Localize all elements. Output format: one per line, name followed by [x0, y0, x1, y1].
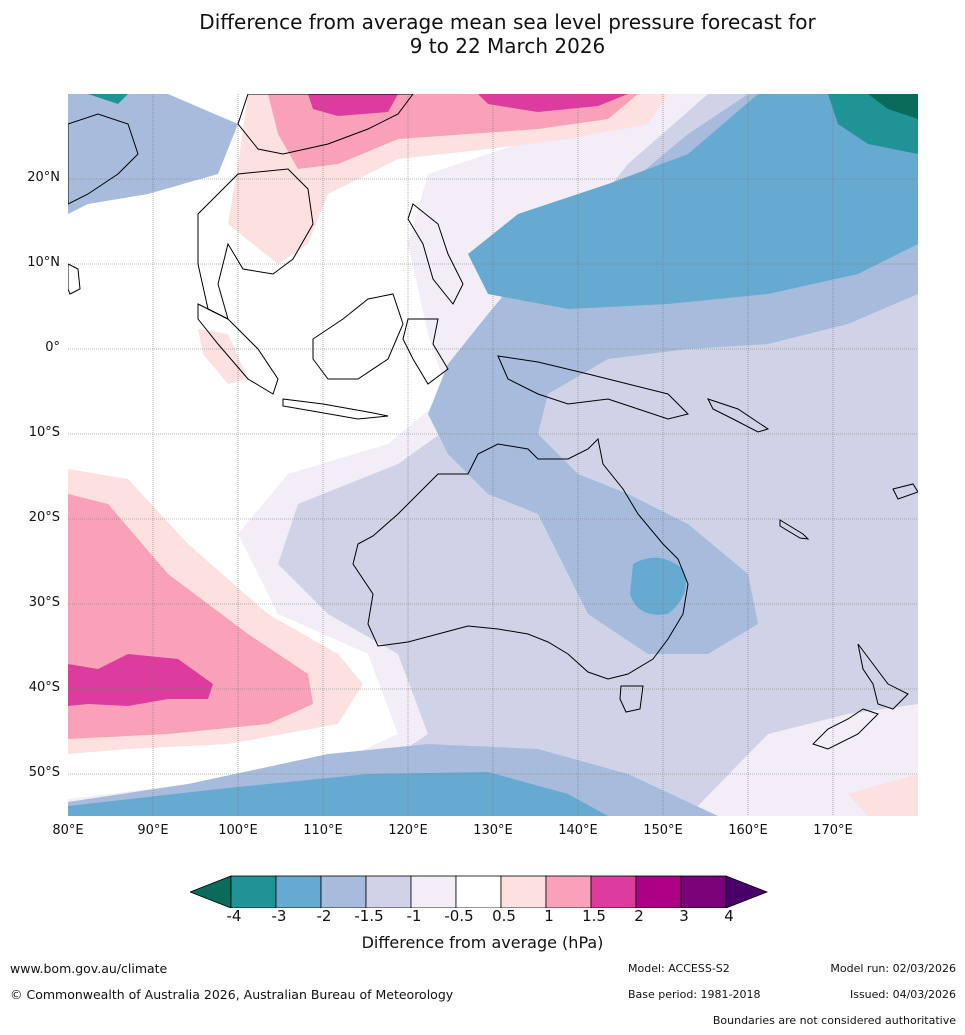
coast-indochina: [197, 168, 314, 320]
colorbar-swatch: [590, 875, 637, 908]
lat-label-10n: 10°N: [27, 255, 60, 270]
coast-sri-lanka: [68, 263, 81, 295]
colorbar-tick: -2: [316, 907, 332, 925]
pressure-anomaly-map: [68, 94, 918, 816]
colorbar-swatch: [635, 875, 682, 908]
anomaly-region-p15-west: [68, 654, 213, 706]
lat-label-20n: 20°N: [27, 170, 60, 185]
coast-sulawesi: [402, 318, 449, 385]
coast-philippines: [407, 203, 464, 305]
coast-solomons: [707, 398, 770, 433]
coast-china: [237, 94, 414, 155]
graticule: [68, 94, 918, 816]
anomaly-region-m3-nw: [88, 94, 128, 104]
title-line-1: Difference from average mean sea level p…: [199, 10, 816, 34]
lon-label-170e: 170°E: [813, 823, 853, 838]
lon-label-90e: 90°E: [137, 823, 169, 838]
colorbar-tick: 3: [679, 907, 689, 925]
coast-australia: [352, 437, 689, 680]
anomaly-region-p05-southeast: [848, 774, 918, 816]
coast-borneo: [312, 293, 404, 380]
colorbar-tick: -1.5: [354, 907, 384, 925]
coastlines: [68, 94, 918, 750]
coast-new-zealand-north: [857, 643, 909, 710]
anomaly-region-p05-sumatra: [198, 329, 248, 384]
colorbar-tick: 1.5: [582, 907, 606, 925]
colorbar-swatch: [365, 875, 412, 908]
colorbar-tick: 0.5: [492, 907, 516, 925]
lon-label-110e: 110°E: [303, 823, 343, 838]
colorbar-arrow-low: [190, 875, 232, 908]
issued-date: Issued: 04/03/2026: [849, 988, 956, 1001]
anomaly-region-p15-north: [308, 94, 398, 116]
colorbar-tick: -0.5: [444, 907, 474, 925]
lon-label-80e: 80°E: [52, 823, 84, 838]
website-link[interactable]: www.bom.gov.au/climate: [10, 961, 168, 976]
colorbar: [190, 875, 769, 908]
lon-label-150e: 150°E: [643, 823, 683, 838]
lat-label-50s: 50°S: [28, 765, 60, 780]
title-line-2: 9 to 22 March 2026: [409, 34, 606, 58]
coast-java: [282, 398, 389, 420]
coast-new-caledonia: [779, 519, 810, 540]
lat-label-20s: 20°S: [28, 510, 60, 525]
coast-tasmania: [619, 685, 644, 713]
base-period: Base period: 1981-2018: [628, 988, 761, 1001]
coast-new-guinea: [497, 355, 689, 420]
colorbar-swatch: [680, 875, 727, 908]
colorbar-swatch: [545, 875, 592, 908]
model-name: Model: ACCESS-S2: [628, 962, 730, 975]
chart-title: Difference from average mean sea level p…: [0, 10, 965, 58]
colorbar-arrow-high: [725, 875, 769, 908]
colorbar-tick: 2: [634, 907, 644, 925]
colorbar-swatch: [275, 875, 322, 908]
coast-fiji: [892, 483, 918, 500]
lat-label-40s: 40°S: [28, 680, 60, 695]
colorbar-swatch: [455, 875, 502, 908]
anomaly-region-m2: [468, 94, 918, 309]
colorbar-swatch: [410, 875, 457, 908]
anomaly-region-m2-east-aus: [630, 557, 686, 615]
lon-label-100e: 100°E: [218, 823, 258, 838]
colorbar-tick: -4: [226, 907, 242, 925]
anomaly-region-m4: [868, 94, 918, 119]
copyright-text: © Commonwealth of Australia 2026, Austra…: [10, 987, 454, 1002]
lon-label-120e: 120°E: [388, 823, 428, 838]
colorbar-tick: 1: [544, 907, 554, 925]
lat-label-0: 0°: [45, 340, 60, 355]
anomaly-region-p15-north-east: [478, 94, 628, 112]
coast-sumatra: [197, 303, 279, 395]
colorbar-tick: -1: [406, 907, 422, 925]
colorbar-swatch: [230, 875, 277, 908]
colorbar-label: Difference from average (hPa): [361, 933, 604, 952]
colorbar-swatch: [500, 875, 547, 908]
coast-new-zealand-south: [812, 708, 879, 750]
colorbar-tick: 4: [724, 907, 734, 925]
lat-label-30s: 30°S: [28, 595, 60, 610]
lon-label-130e: 130°E: [473, 823, 513, 838]
boundaries-note: Boundaries are not considered authoritat…: [712, 1014, 956, 1027]
anomaly-region-m2-south: [68, 772, 608, 816]
model-run-date: Model run: 02/03/2026: [830, 962, 956, 975]
colorbar-swatch: [320, 875, 367, 908]
lon-label-140e: 140°E: [558, 823, 598, 838]
lon-label-160e: 160°E: [728, 823, 768, 838]
lat-label-10s: 10°S: [28, 425, 60, 440]
coast-india: [68, 113, 139, 205]
colorbar-tick: -3: [271, 907, 287, 925]
